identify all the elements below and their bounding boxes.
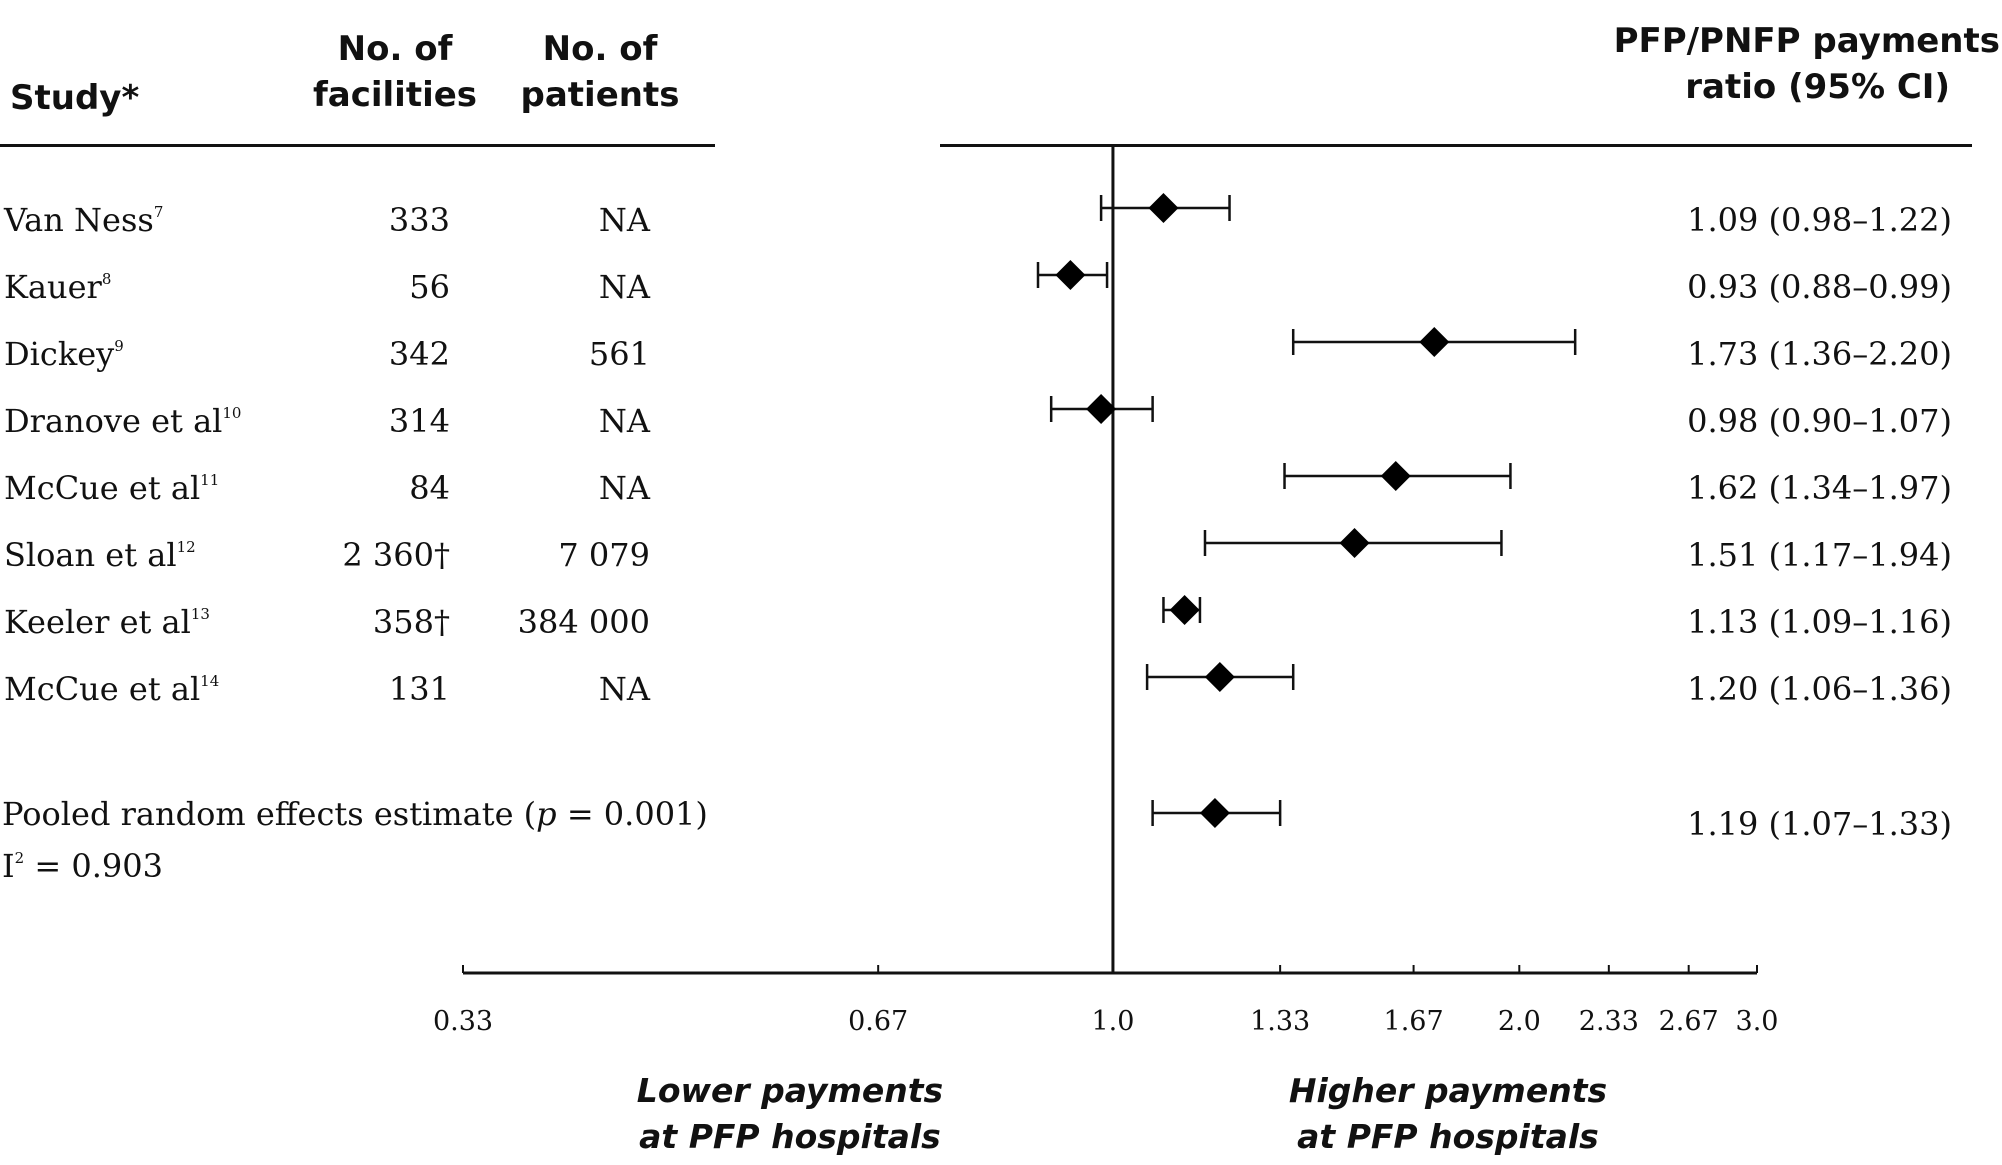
study-header: Study* [10,78,140,118]
x-tick-label: 1.33 [1250,1006,1310,1037]
x-tick-label: 2.0 [1498,1006,1541,1037]
ratio-header-line-2: ratio (95% CI) [1685,67,1950,107]
facilities-count: 131 [388,670,450,708]
patients-count: 384 000 [517,603,650,641]
study-name: Kauer8 [4,267,111,307]
point-estimate-marker [1169,595,1200,625]
ci-text: 1.62 (1.34–1.97) [1687,469,1952,507]
study-name: McCue et al11 [4,468,219,508]
pooled-label: Pooled random effects estimate (p = 0.00… [2,794,708,834]
lower-payments-line-2: at PFP hospitals [639,1117,941,1156]
patients-count: 561 [588,335,650,373]
ci-text: 1.13 (1.09–1.16) [1687,603,1952,641]
higher-payments-label: Higher payments at PFP hospitals [1218,1068,1678,1160]
study-reference: 7 [153,203,164,221]
header-rule-left [0,144,715,147]
patients-count: NA [598,469,650,507]
study-reference: 10 [222,404,242,422]
x-tick-label: 3.0 [1736,1006,1779,1037]
facilities-count: 314 [388,402,450,440]
point-estimate-marker [1339,528,1370,558]
point-estimate-marker [1148,193,1179,223]
pooled-label-after: = 0.001) [556,795,708,833]
point-estimate-marker [1380,461,1411,491]
patients-count: 7 079 [558,536,650,574]
study-name-text: Van Ness [4,201,154,239]
patients-count: NA [598,670,650,708]
pooled-p-symbol: p [536,795,557,833]
ratio-header: PFP/PNFP payments ratio (95% CI) [1560,18,2000,110]
facilities-count: 56 [409,268,450,306]
x-tick-label: 2.33 [1579,1006,1639,1037]
study-name-text: Kauer [4,268,102,306]
ratio-header-line-1: PFP/PNFP payments [1613,21,2000,61]
lower-payments-line-1: Lower payments [636,1071,944,1110]
ci-text: 1.20 (1.06–1.36) [1687,670,1952,708]
i-squared-value: = 0.903 [24,847,163,885]
ci-text: 0.93 (0.88–0.99) [1687,268,1952,306]
facilities-count: 358† [372,603,450,641]
x-tick-label: 1.67 [1384,1006,1444,1037]
study-reference: 14 [200,672,220,690]
facilities-count: 333 [388,201,450,239]
study-name-text: McCue et al [4,469,201,507]
study-name-text: McCue et al [4,670,201,708]
lower-payments-label: Lower payments at PFP hospitals [560,1068,1020,1160]
patients-count: NA [598,201,650,239]
pooled-label-before: Pooled random effects estimate ( [2,795,537,833]
study-reference: 11 [200,471,220,489]
study-reference: 9 [114,337,124,355]
i-squared-base: I [2,847,15,885]
study-name-text: Dranove et al [4,402,223,440]
pooled-estimate-marker [1199,798,1230,828]
study-name: Sloan et al12 [4,535,196,575]
x-tick-label: 0.67 [848,1006,908,1037]
i-squared-sup: 2 [14,849,25,867]
point-estimate-marker [1419,327,1450,357]
patients-header: No. of patients [505,26,695,118]
facilities-header-line-1: No. of [337,29,453,69]
patients-count: NA [598,268,650,306]
study-name: Dickey9 [4,334,124,374]
i-squared-label: I2 = 0.903 [2,846,163,886]
study-name: Van Ness7 [4,200,163,240]
point-estimate-marker [1086,394,1117,424]
facilities-header: No. of facilities [300,26,490,118]
x-tick-label: 2.67 [1659,1006,1719,1037]
study-name: McCue et al14 [4,669,219,709]
higher-payments-line-1: Higher payments [1288,1071,1608,1110]
point-estimate-marker [1204,662,1235,692]
higher-payments-line-2: at PFP hospitals [1297,1117,1599,1156]
study-name-text: Keeler et al [4,603,191,641]
header-rule-right [940,144,1972,147]
facilities-header-line-2: facilities [312,75,478,115]
point-estimate-marker [1055,260,1086,290]
pooled-ci-text: 1.19 (1.07–1.33) [1687,805,1952,843]
patients-header-line-2: patients [520,75,680,115]
x-tick-label: 1.0 [1091,1006,1134,1037]
study-name: Dranove et al10 [4,401,241,441]
ci-text: 0.98 (0.90–1.07) [1687,402,1952,440]
study-name-text: Dickey [4,335,115,373]
facilities-count: 84 [409,469,450,507]
patients-header-line-1: No. of [542,29,658,69]
patients-count: NA [598,402,650,440]
ci-text: 1.09 (0.98–1.22) [1687,201,1952,239]
study-reference: 12 [176,538,196,556]
facilities-count: 342 [388,335,450,373]
study-reference: 13 [190,605,210,623]
ci-text: 1.51 (1.17–1.94) [1687,536,1952,574]
study-name: Keeler et al13 [4,602,210,642]
x-tick-label: 0.33 [433,1006,493,1037]
study-name-text: Sloan et al [4,536,177,574]
ci-text: 1.73 (1.36–2.20) [1687,335,1952,373]
facilities-count: 2 360† [342,536,450,574]
study-reference: 8 [101,270,112,288]
